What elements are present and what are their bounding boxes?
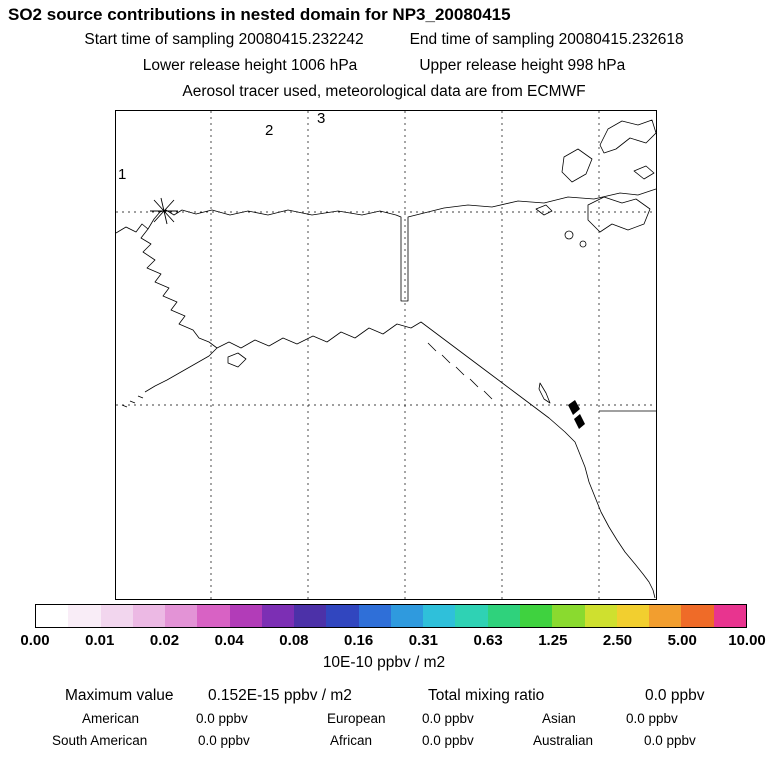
sampling-times-row: Start time of sampling 20080415.232242 E… [0, 31, 768, 49]
colorbar-cell [584, 605, 617, 627]
colorbar-ticks: 0.00 0.01 0.02 0.04 0.08 0.16 0.31 0.63 1.25 2.50… [20, 632, 765, 649]
colorbar-cell [713, 605, 746, 627]
colorbar-cell [197, 605, 230, 627]
map-receptor-label: 3 [317, 110, 326, 127]
release-heights-row: Lower release height 1006 hPa Upper rele… [0, 57, 768, 75]
colorbar-cell [681, 605, 714, 627]
map-receptor-label: 2 [265, 122, 274, 139]
colorbar-cell [261, 605, 295, 627]
colorbar-cell [229, 605, 262, 627]
colorbar-cell [423, 605, 456, 627]
max-value-text: 0.152E-15 ppbv / m2 [208, 687, 352, 704]
end-time-text: End time of sampling 20080415.232618 [409, 31, 684, 48]
colorbar-cell [616, 605, 650, 627]
colorbar-tick-label: 0.01 [85, 632, 115, 649]
total-mixing-ratio-label: Total mixing ratio [428, 687, 545, 704]
region-value: 0.0 ppbv [196, 711, 248, 726]
colorbar [35, 604, 747, 628]
upper-release-text: Upper release height 998 hPa [419, 57, 626, 74]
colorbar-cell [552, 605, 585, 627]
release-point-star-icon [150, 197, 178, 225]
colorbar-cell [455, 605, 488, 627]
colorbar-tick-label: 0.08 [279, 632, 309, 649]
region-value: 0.0 ppbv [422, 711, 474, 726]
colorbar-cell [649, 605, 682, 627]
start-time-text: Start time of sampling 20080415.232242 [84, 31, 364, 48]
colorbar-cell [165, 605, 198, 627]
colorbar-tick-label: 5.00 [667, 632, 697, 649]
colorbar-tick-label: 0.00 [20, 632, 50, 649]
region-name: European [327, 711, 386, 726]
colorbar-tick-label: 0.02 [149, 632, 180, 649]
footer-regions-row-1: American 0.0 ppbv European 0.0 ppbv Asia… [0, 711, 768, 729]
region-name: African [330, 733, 373, 748]
region-name: American [82, 711, 140, 726]
total-mixing-ratio-value: 0.0 ppbv [645, 687, 705, 704]
tracer-info-text: Aerosol tracer used, meteorological data… [182, 83, 586, 100]
colorbar-cell [358, 605, 391, 627]
region-name: South American [52, 733, 148, 748]
colorbar-tick-label: 0.16 [344, 632, 374, 649]
map-panel: 1 2 3 [115, 110, 657, 600]
map-svg [116, 111, 656, 599]
colorbar-tick-label: 0.63 [473, 632, 503, 649]
max-value-label: Maximum value [65, 687, 174, 704]
colorbar-tick-label: 1.25 [538, 632, 568, 649]
region-value: 0.0 ppbv [626, 711, 678, 726]
colorbar-cell [36, 605, 69, 627]
figure-title: SO2 source contributions in nested domai… [8, 5, 511, 24]
region-name: Asian [542, 711, 576, 726]
footer-regions-row-2: South American 0.0 ppbv African 0.0 ppbv… [0, 733, 768, 751]
colorbar-tick-label: 0.04 [214, 632, 244, 649]
map-receptor-label: 1 [118, 166, 127, 183]
colorbar-cell [487, 605, 520, 627]
footer-summary-row: Maximum value 0.152E-15 ppbv / m2 Total … [0, 687, 768, 705]
colorbar-tick-label: 2.50 [602, 632, 633, 649]
tracer-info-row: Aerosol tracer used, meteorological data… [0, 83, 768, 101]
region-value: 0.0 ppbv [198, 733, 250, 748]
colorbar-cell [100, 605, 133, 627]
colorbar-cell [132, 605, 166, 627]
coastline-paths [116, 119, 656, 599]
colorbar-cell [326, 605, 359, 627]
lower-release-text: Lower release height 1006 hPa [142, 57, 358, 74]
colorbar-cell [390, 605, 424, 627]
colorbar-cells [36, 605, 746, 627]
colorbar-cell [519, 605, 553, 627]
coastal-island-blobs [568, 400, 585, 429]
region-name: Australian [533, 733, 594, 748]
colorbar-unit-label: 10E-10 ppbv / m2 [322, 654, 446, 671]
colorbar-cell [68, 605, 101, 627]
colorbar-tick-label: 10.00 [728, 632, 766, 649]
region-value: 0.0 ppbv [422, 733, 474, 748]
colorbar-cell [294, 605, 327, 627]
colorbar-tick-label: 0.31 [408, 632, 438, 649]
graticule-lines [116, 111, 656, 599]
region-value: 0.0 ppbv [644, 733, 696, 748]
